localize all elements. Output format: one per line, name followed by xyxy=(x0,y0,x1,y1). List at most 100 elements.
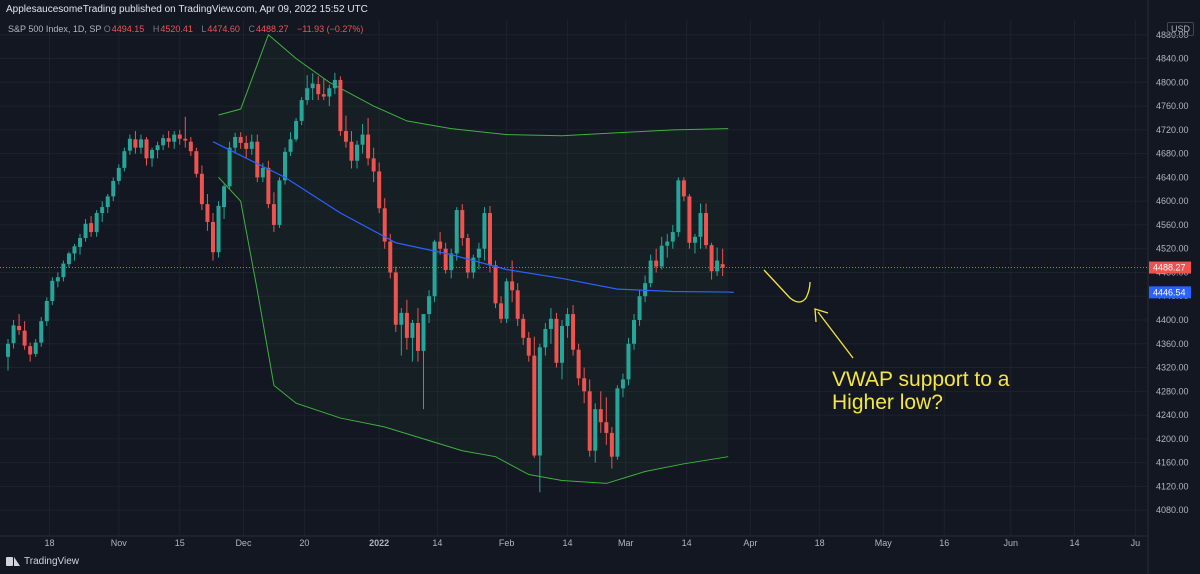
candle xyxy=(100,201,105,222)
candle xyxy=(432,239,437,303)
time-axis[interactable]: 18 Nov 15 Dec 20 2022 14 Feb 14 Mar 14 Apr 18 May 16 Ju… xyxy=(45,538,1141,548)
candle-body xyxy=(560,325,564,363)
candle-body xyxy=(150,150,155,159)
candle-body xyxy=(593,409,598,451)
candle-body xyxy=(277,180,282,225)
candle xyxy=(55,272,60,288)
candle-body xyxy=(404,312,409,338)
candle xyxy=(382,198,387,249)
time-tick-label: 14 xyxy=(1069,538,1079,548)
candle-body xyxy=(177,134,182,139)
candle xyxy=(138,134,143,154)
candle xyxy=(83,218,88,242)
annotation-arrow-head xyxy=(814,308,829,323)
candle xyxy=(222,184,227,219)
candle-body xyxy=(698,213,703,237)
price-tick-label: 4720.00 xyxy=(1156,125,1189,135)
candle xyxy=(283,147,287,185)
candle-body xyxy=(659,245,664,267)
candle-body xyxy=(543,328,548,348)
candle-body xyxy=(222,186,227,208)
vwap-line xyxy=(212,141,734,293)
candle xyxy=(194,147,199,178)
candle-body xyxy=(78,237,83,247)
candle xyxy=(50,277,55,306)
candle xyxy=(393,266,398,332)
candle xyxy=(161,134,166,151)
candle xyxy=(321,78,326,101)
candle xyxy=(271,192,276,233)
candle-body xyxy=(55,277,60,282)
candle-body xyxy=(632,320,637,344)
candle-body xyxy=(515,290,520,319)
candle xyxy=(526,331,531,362)
candle xyxy=(598,391,603,433)
time-tick-label: 18 xyxy=(815,538,825,548)
time-tick-label: 14 xyxy=(563,538,573,548)
price-tick-label: 4840.00 xyxy=(1156,54,1189,64)
candle-body xyxy=(443,248,448,271)
candle-body xyxy=(665,241,670,246)
price-axis[interactable]: 4080.00 4120.00 4160.00 4200.00 4240.00 4280.… xyxy=(1149,30,1191,515)
candle xyxy=(39,317,44,347)
candle xyxy=(692,233,697,254)
candle-body xyxy=(210,221,215,253)
ohlc-change: −11.93 (−0.27%) xyxy=(297,24,364,34)
candle xyxy=(687,194,692,249)
candle-body xyxy=(471,257,476,273)
candle-body xyxy=(6,343,10,357)
candle xyxy=(183,116,188,148)
candle xyxy=(61,260,66,282)
candle-body xyxy=(432,241,437,297)
brand-name: TradingView xyxy=(24,556,80,567)
time-tick-label: Apr xyxy=(743,538,757,548)
candle-body xyxy=(155,145,160,151)
candle-body xyxy=(50,280,55,301)
candle xyxy=(676,177,681,237)
candle xyxy=(510,260,515,303)
candle-body xyxy=(427,296,432,315)
tradingview-brand[interactable]: TradingView xyxy=(6,556,79,567)
price-tick-label: 4880.00 xyxy=(1156,30,1189,40)
candle-body xyxy=(22,330,27,346)
candle xyxy=(17,314,22,335)
candle xyxy=(388,233,393,279)
price-tick-label: 4080.00 xyxy=(1156,505,1189,515)
vwap-upper-band xyxy=(218,33,729,137)
candle xyxy=(499,296,504,323)
candle xyxy=(620,373,625,398)
candle xyxy=(637,290,642,326)
candle xyxy=(681,177,686,202)
candle xyxy=(244,135,249,159)
price-tick-label: 4560.00 xyxy=(1156,220,1189,230)
candle xyxy=(294,117,299,142)
tradingview-logo-icon xyxy=(6,557,20,566)
candle xyxy=(421,314,426,410)
candle-body xyxy=(438,241,443,249)
candle xyxy=(571,305,576,356)
currency-label[interactable]: USD xyxy=(1166,22,1194,36)
candle xyxy=(565,308,570,338)
price-tick-label: 4800.00 xyxy=(1156,77,1189,87)
candle xyxy=(654,248,659,273)
candle xyxy=(670,224,675,249)
candle-body xyxy=(183,138,188,141)
candle-body xyxy=(327,88,332,97)
candle-body xyxy=(654,260,659,267)
candle xyxy=(338,76,343,136)
candle-body xyxy=(127,138,132,151)
price-tick-label: 4520.00 xyxy=(1156,244,1189,254)
candle-body xyxy=(681,180,686,197)
candle xyxy=(144,136,149,166)
candle-body xyxy=(366,134,371,159)
candle-body xyxy=(604,422,609,433)
candle-body xyxy=(609,432,614,457)
price-tick-label: 4200.00 xyxy=(1156,434,1189,444)
symbol-title[interactable]: S&P 500 Index, 1D, SP xyxy=(8,24,102,34)
chart-grid xyxy=(0,0,1149,574)
candle xyxy=(133,131,138,154)
candle xyxy=(166,131,171,148)
candle xyxy=(548,308,553,344)
candle xyxy=(576,343,581,386)
